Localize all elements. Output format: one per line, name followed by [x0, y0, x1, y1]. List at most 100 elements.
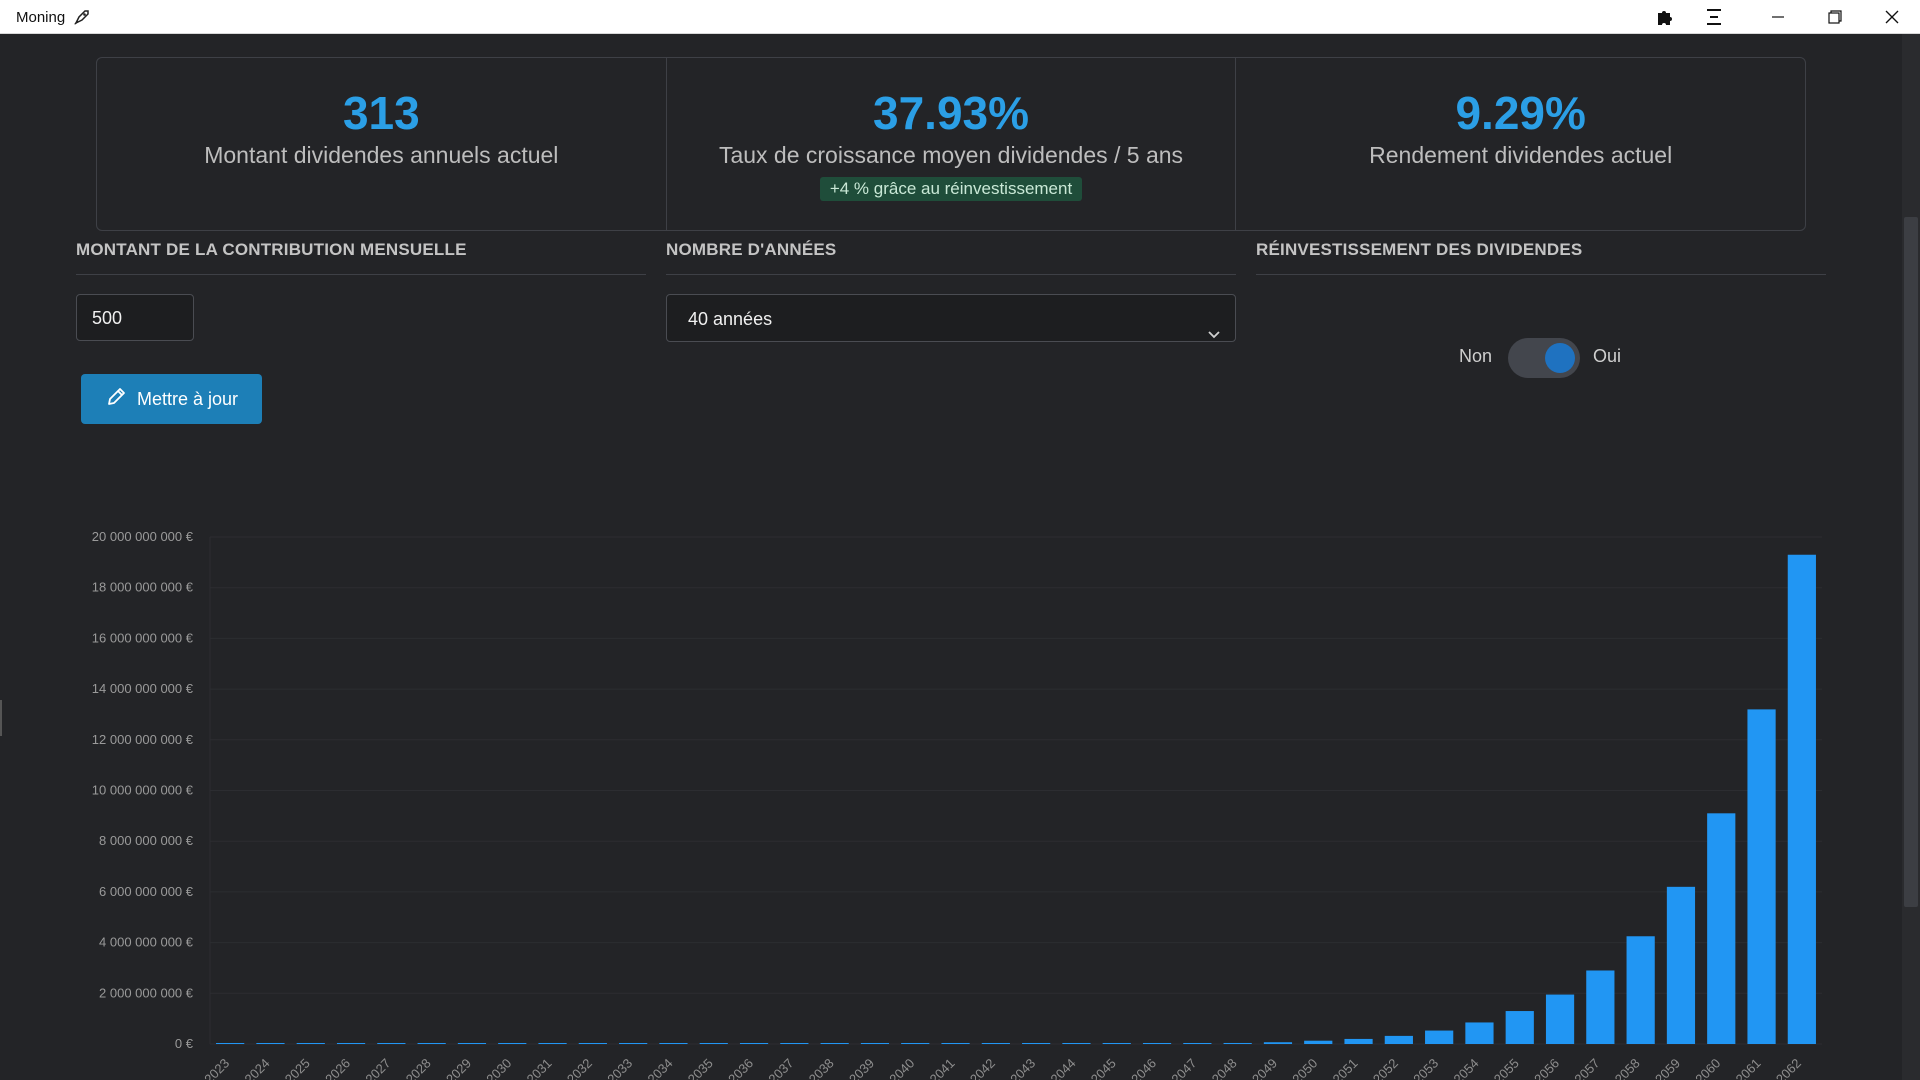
stat-value: 313	[342, 87, 420, 139]
bar	[1545, 994, 1575, 1044]
toggle-off-label: Non	[1459, 346, 1493, 366]
minimize-icon[interactable]	[1755, 0, 1801, 33]
stat-label: Rendement dividendes actuel	[1369, 142, 1673, 168]
x-tick-label: 2042	[967, 1056, 998, 1080]
bar	[619, 1043, 648, 1044]
x-tick-label: 2052	[1370, 1056, 1401, 1080]
x-tick-label: 2058	[1612, 1056, 1643, 1080]
bar	[901, 1043, 930, 1044]
stat-label: Taux de croissance moyen dividendes / 5 …	[718, 142, 1184, 168]
bar	[1263, 1042, 1293, 1044]
bar	[1666, 886, 1696, 1044]
update-button[interactable]: Mettre à jour	[81, 374, 262, 424]
y-tick-label: 14 000 000 000 €	[92, 681, 194, 696]
y-tick-label: 6 000 000 000 €	[99, 884, 194, 899]
bar	[1626, 936, 1655, 1044]
x-tick-label: 2048	[1209, 1056, 1240, 1080]
x-tick-label: 2032	[564, 1056, 595, 1080]
chevron-down-icon	[1207, 311, 1221, 359]
x-tick-label: 2035	[685, 1056, 716, 1080]
stat-value: 37.93%	[873, 87, 1030, 139]
x-tick-label: 2047	[1168, 1056, 1199, 1080]
bar	[659, 1043, 688, 1044]
main-content: 313 Montant dividendes annuels actuel 37…	[0, 34, 1920, 1080]
x-tick-label: 2027	[362, 1056, 393, 1080]
rocket-icon	[73, 8, 91, 26]
y-tick-label: 4 000 000 000 €	[99, 935, 194, 950]
toggle-knob	[1545, 343, 1575, 373]
x-tick-label: 2051	[1330, 1056, 1361, 1080]
y-tick-label: 12 000 000 000 €	[92, 732, 194, 747]
bar	[1425, 1030, 1454, 1044]
bar	[457, 1043, 487, 1044]
x-tick-label: 2025	[282, 1056, 313, 1080]
bar	[1344, 1038, 1373, 1044]
bar	[780, 1043, 809, 1044]
bar	[1586, 970, 1615, 1044]
x-tick-label: 2054	[1451, 1056, 1482, 1080]
extensions-icon[interactable]	[1642, 0, 1688, 33]
scrollbar-thumb[interactable]	[1904, 217, 1918, 907]
bar	[296, 1043, 325, 1044]
toggle-on-label: Oui	[1593, 346, 1622, 366]
bar	[1707, 813, 1736, 1044]
stat-growth-rate: 37.93% Taux de croissance moyen dividend…	[667, 58, 1237, 230]
stats-panel: 313 Montant dividendes annuels actuel 37…	[96, 57, 1806, 231]
bar	[699, 1043, 728, 1044]
x-tick-label: 2028	[403, 1056, 434, 1080]
x-tick-label: 2056	[1531, 1056, 1562, 1080]
bar	[417, 1043, 446, 1044]
x-tick-label: 2059	[1652, 1056, 1683, 1080]
x-tick-label: 2024	[242, 1056, 273, 1080]
close-icon[interactable]	[1869, 0, 1915, 33]
x-tick-label: 2029	[443, 1056, 474, 1080]
update-button-label: Mettre à jour	[136, 388, 239, 409]
x-tick-label: 2033	[604, 1056, 635, 1080]
bar	[1747, 709, 1776, 1044]
bar	[1183, 1043, 1212, 1044]
bar	[1142, 1043, 1172, 1044]
x-tick-label: 2036	[725, 1056, 756, 1080]
x-tick-label: 2057	[1571, 1056, 1602, 1080]
x-tick-label: 2041	[927, 1056, 958, 1080]
x-tick-label: 2023	[201, 1056, 232, 1080]
x-tick-label: 2044	[1048, 1056, 1079, 1080]
years-select-value: 40 années	[688, 309, 773, 329]
bar	[739, 1043, 769, 1044]
y-tick-label: 10 000 000 000 €	[92, 783, 194, 798]
bar	[860, 1043, 890, 1044]
bar	[1505, 1011, 1534, 1044]
bar	[336, 1043, 366, 1044]
years-select[interactable]: 40 années	[666, 294, 1236, 342]
vertical-scrollbar[interactable]	[1902, 34, 1920, 1080]
reinvest-title: RÉINVESTISSEMENT DES DIVIDENDES	[1256, 240, 1826, 275]
stat-annual-dividends: 313 Montant dividendes annuels actuel	[97, 58, 667, 230]
reinvest-toggle[interactable]	[1508, 338, 1580, 378]
title-bar: Moning	[0, 0, 1920, 34]
bar	[1384, 1035, 1413, 1044]
menu-icon[interactable]	[1691, 0, 1737, 33]
x-tick-label: 2053	[1410, 1056, 1441, 1080]
x-tick-label: 2030	[483, 1056, 514, 1080]
y-tick-label: 8 000 000 000 €	[99, 833, 194, 848]
bar	[1304, 1040, 1333, 1044]
bar	[1062, 1043, 1091, 1044]
y-tick-label: 2 000 000 000 €	[99, 985, 194, 1000]
monthly-contribution-input[interactable]: 500	[76, 294, 194, 341]
y-tick-label: 0 €	[175, 1036, 194, 1051]
app-title: Moning	[16, 8, 91, 26]
bar	[377, 1043, 406, 1044]
x-tick-label: 2037	[765, 1056, 796, 1080]
stat-value: 9.29%	[1455, 87, 1586, 139]
x-tick-label: 2040	[886, 1056, 917, 1080]
bar	[981, 1043, 1010, 1044]
bar	[578, 1043, 607, 1044]
left-edge-marker	[0, 700, 2, 736]
restore-icon[interactable]	[1812, 0, 1858, 33]
bar	[820, 1043, 849, 1044]
x-tick-label: 2043	[1007, 1056, 1038, 1080]
bar	[216, 1043, 245, 1044]
stat-yield: 9.29% Rendement dividendes actuel	[1236, 58, 1805, 230]
x-tick-label: 2026	[322, 1056, 353, 1080]
